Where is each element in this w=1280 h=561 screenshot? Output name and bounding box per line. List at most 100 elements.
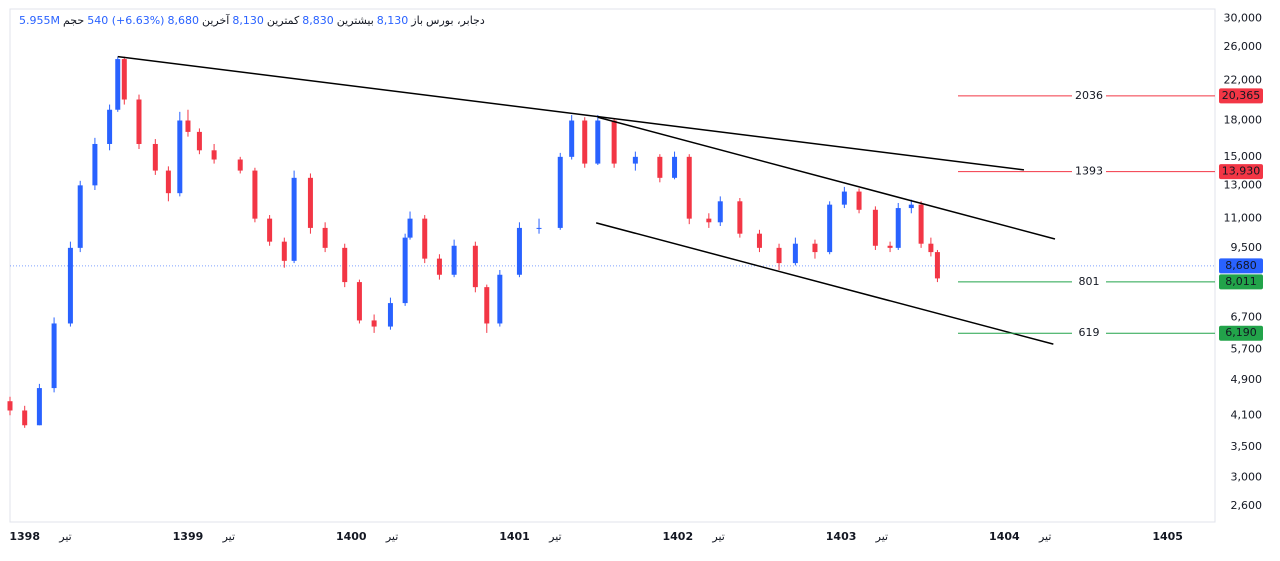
candle-body xyxy=(185,120,191,132)
y-tick-label: 2,600 xyxy=(1231,499,1263,512)
y-tick-label: 15,000 xyxy=(1224,150,1263,163)
y-tick-label: 3,000 xyxy=(1231,471,1263,484)
y-tick-label: 9,500 xyxy=(1231,241,1263,254)
x-tick-label: 1402 xyxy=(662,530,693,543)
y-tick-label: 4,100 xyxy=(1231,408,1263,421)
y-tick-label: 22,000 xyxy=(1224,74,1263,87)
candle-body xyxy=(121,59,127,100)
level-label-bg xyxy=(1072,326,1106,341)
stat-label: دجابر، بورس xyxy=(426,14,485,27)
candle-body xyxy=(827,204,833,253)
trendline xyxy=(595,222,1054,345)
candle-body xyxy=(856,191,862,210)
price-badge xyxy=(1219,164,1263,180)
x-tick-label: تیر xyxy=(711,530,724,543)
price-badge xyxy=(1219,88,1263,104)
candle-body xyxy=(611,120,617,164)
x-tick-label: 1401 xyxy=(499,530,530,543)
candle-body xyxy=(737,201,743,234)
candle-body xyxy=(77,185,83,248)
x-tick-label: تیر xyxy=(548,530,561,543)
y-tick-label: 18,000 xyxy=(1224,114,1263,127)
stat-label: کمترین xyxy=(266,14,300,27)
candle-body xyxy=(686,156,692,219)
stat-label: آخرین xyxy=(201,14,230,27)
candle-body xyxy=(407,218,413,238)
level-label: 1393 xyxy=(1075,165,1103,178)
candle-body xyxy=(51,323,57,389)
candle-body xyxy=(934,252,940,279)
candle-body xyxy=(177,120,183,194)
candle-body xyxy=(356,282,362,321)
candle-body xyxy=(872,209,878,246)
y-tick-label: 11,000 xyxy=(1224,212,1263,225)
price-badge-label: 6,190 xyxy=(1225,326,1257,339)
candle-body xyxy=(322,227,328,248)
candle-body xyxy=(196,131,202,151)
candle-body xyxy=(67,247,73,324)
x-tick-label: تیر xyxy=(875,530,888,543)
candle-body xyxy=(908,204,914,209)
x-tick-label: 1403 xyxy=(826,530,857,543)
candle-body xyxy=(211,150,217,160)
candle-body xyxy=(307,177,313,228)
candle-body xyxy=(291,177,297,261)
price-badge xyxy=(1219,258,1263,274)
candle-body xyxy=(717,201,723,223)
candle-body xyxy=(569,120,575,157)
y-tick-label: 30,000 xyxy=(1224,12,1263,25)
level-label-bg xyxy=(1072,88,1106,103)
stat-value: 8,130 xyxy=(232,14,264,27)
stat-value: 540 (+6.63%) xyxy=(87,14,165,27)
level-label: 801 xyxy=(1079,275,1100,288)
candle-body xyxy=(7,401,13,411)
candle-body xyxy=(22,410,28,426)
candle-body xyxy=(36,388,42,426)
stat-value: 8,830 xyxy=(302,14,334,27)
candle-body xyxy=(436,258,442,275)
candle-body xyxy=(237,159,243,171)
candle-body xyxy=(895,208,901,248)
candle-body xyxy=(632,156,638,164)
candle-body xyxy=(657,156,663,178)
x-tick-label: 1405 xyxy=(1152,530,1183,543)
x-tick-label: تیر xyxy=(58,530,71,543)
candle-body xyxy=(267,218,273,242)
level-label: 619 xyxy=(1079,326,1100,339)
candle-body xyxy=(497,274,503,324)
price-badge-label: 8,011 xyxy=(1225,275,1257,288)
x-tick-label: 1399 xyxy=(173,530,204,543)
price-badge-label: 8,680 xyxy=(1225,259,1257,272)
price-badge-label: 13,930 xyxy=(1222,165,1261,178)
x-tick-label: 1404 xyxy=(989,530,1020,543)
candle-body xyxy=(342,247,348,283)
candle-body xyxy=(115,59,121,110)
candle-body xyxy=(516,227,522,275)
candle-body xyxy=(281,241,287,261)
price-badge xyxy=(1219,325,1263,341)
candle-body xyxy=(387,303,393,327)
x-tick-label: تیر xyxy=(222,530,235,543)
candle-body xyxy=(252,170,258,219)
candle-body xyxy=(672,156,678,178)
candle-body xyxy=(152,143,158,171)
stat-value: 5.955M xyxy=(19,14,60,27)
candle-body xyxy=(582,120,588,164)
candle-body xyxy=(812,243,818,253)
x-tick-label: 1400 xyxy=(336,530,367,543)
candle-body xyxy=(887,245,893,248)
candle-body xyxy=(776,247,782,264)
candle-body xyxy=(402,237,408,304)
candle-body xyxy=(451,245,457,275)
candle-body xyxy=(165,170,171,194)
y-tick-label: 3,500 xyxy=(1231,440,1263,453)
x-tick-label: تیر xyxy=(1038,530,1051,543)
candle-body xyxy=(918,204,924,244)
stat-label: باز xyxy=(411,14,424,27)
stat-value: 8,130 xyxy=(376,14,409,27)
stat-label: بیشترین xyxy=(336,14,374,27)
candle-body xyxy=(756,233,762,248)
candle-body xyxy=(841,191,847,205)
y-tick-label: 13,000 xyxy=(1224,178,1263,191)
